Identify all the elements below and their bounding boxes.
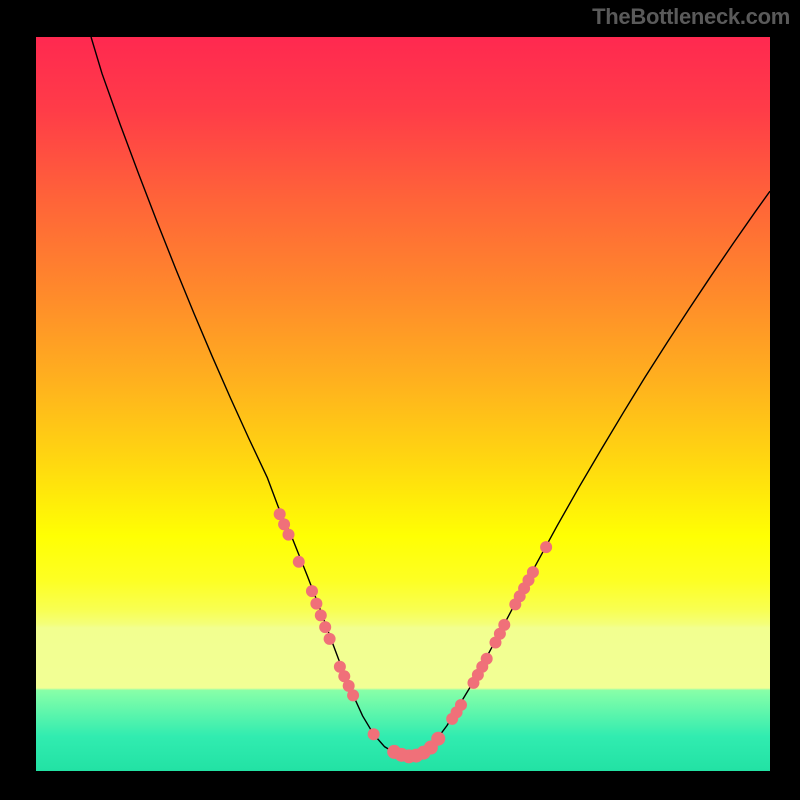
watermark-text: TheBottleneck.com xyxy=(592,4,790,30)
chart-svg-layer xyxy=(36,37,770,771)
data-marker xyxy=(527,566,539,578)
data-marker xyxy=(368,728,380,740)
plot-area xyxy=(36,37,770,771)
data-marker xyxy=(274,508,286,520)
data-marker xyxy=(498,619,510,631)
data-marker xyxy=(293,556,305,568)
data-marker xyxy=(347,689,359,701)
data-marker xyxy=(315,609,327,621)
bottleneck-curve xyxy=(91,37,770,756)
data-marker xyxy=(540,541,552,553)
data-marker xyxy=(431,732,445,746)
data-marker xyxy=(310,598,322,610)
data-marker xyxy=(278,518,290,530)
data-marker xyxy=(306,585,318,597)
chart-frame: TheBottleneck.com xyxy=(0,0,800,800)
data-marker xyxy=(319,621,331,633)
data-marker xyxy=(455,699,467,711)
data-marker xyxy=(324,633,336,645)
data-marker xyxy=(283,529,295,541)
data-marker xyxy=(481,653,493,665)
